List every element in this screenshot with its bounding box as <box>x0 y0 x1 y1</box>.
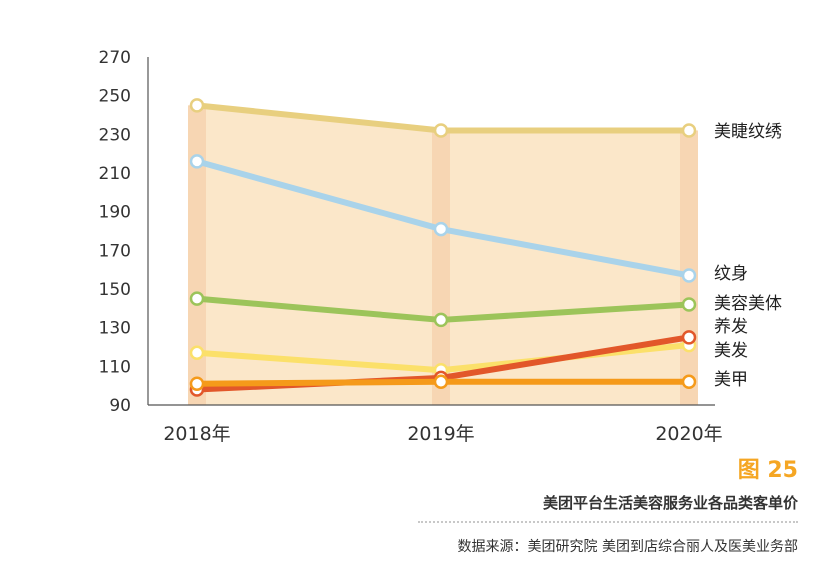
axes: 90 110 130 150 170 190 210 230 250 270 2018年 2019年 2… <box>99 48 723 445</box>
y-tick-label: 130 <box>99 319 131 339</box>
series-label: 美睫纹绣 <box>714 122 782 142</box>
data-point <box>189 376 205 391</box>
line-chart: 90 110 130 150 170 190 210 230 250 270 2018年 2019年 2… <box>99 48 782 445</box>
y-tick-label: 170 <box>99 241 131 261</box>
data-point <box>681 123 697 138</box>
data-point <box>189 98 205 113</box>
data-point <box>433 374 449 390</box>
y-tick-label: 250 <box>99 87 131 107</box>
series-label: 美发 <box>714 341 748 361</box>
year-column <box>680 130 698 405</box>
x-tick-label: 2020年 <box>655 423 722 445</box>
dotted-divider <box>418 521 798 523</box>
series-lines <box>189 98 697 397</box>
y-tick-label: 230 <box>99 125 131 145</box>
x-tick-label: 2019年 <box>407 423 474 445</box>
data-point <box>681 268 697 283</box>
y-tick-label: 210 <box>99 164 131 184</box>
y-tick-label: 270 <box>99 48 131 68</box>
series-label: 美容美体 <box>714 294 782 314</box>
data-point <box>189 291 205 306</box>
data-point <box>681 330 697 345</box>
y-tick-label: 190 <box>99 203 131 223</box>
data-point <box>433 123 449 138</box>
year-column <box>188 105 206 405</box>
x-tick-label: 2018年 <box>163 423 230 445</box>
data-source: 数据来源：美团研究院 美团到店综合丽人及医美业务部 <box>457 539 798 555</box>
y-tick-label: 90 <box>109 396 131 416</box>
plot-area <box>188 105 698 405</box>
data-point <box>681 297 697 312</box>
y-tick-label: 110 <box>99 357 131 377</box>
year-column <box>432 130 450 405</box>
series-label: 纹身 <box>714 264 748 284</box>
figure-number: 图 25 <box>737 458 798 483</box>
y-tick-label: 150 <box>99 280 131 300</box>
data-point <box>681 374 697 390</box>
data-point <box>189 154 205 169</box>
figure-title: 美团平台生活美容服务业各品类客单价 <box>542 494 798 512</box>
data-point <box>433 221 449 237</box>
series-label: 美甲 <box>714 370 748 390</box>
data-point <box>189 345 205 361</box>
data-point <box>433 312 449 328</box>
series-label: 养发 <box>714 317 748 337</box>
